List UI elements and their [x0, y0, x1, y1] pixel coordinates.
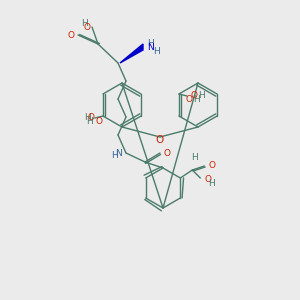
Text: O: O — [204, 175, 211, 184]
Polygon shape — [120, 44, 143, 63]
Text: H: H — [191, 154, 198, 163]
Text: H: H — [193, 95, 200, 104]
Text: H: H — [153, 46, 159, 56]
Text: O: O — [208, 160, 215, 169]
Text: O: O — [156, 135, 164, 145]
Text: H: H — [208, 178, 215, 188]
Text: N: N — [115, 148, 122, 158]
Text: O: O — [191, 92, 198, 100]
Text: O: O — [83, 22, 90, 32]
Text: H: H — [84, 113, 91, 122]
Text: O: O — [88, 113, 95, 122]
Text: H: H — [148, 38, 154, 47]
Text: H: H — [198, 92, 205, 100]
Text: O: O — [186, 95, 193, 104]
Text: H: H — [86, 117, 93, 126]
Text: O: O — [68, 31, 75, 40]
Text: N: N — [147, 44, 154, 52]
Text: O: O — [96, 117, 103, 126]
Text: H: H — [81, 20, 87, 28]
Text: O: O — [164, 148, 171, 158]
Text: H: H — [111, 152, 117, 160]
